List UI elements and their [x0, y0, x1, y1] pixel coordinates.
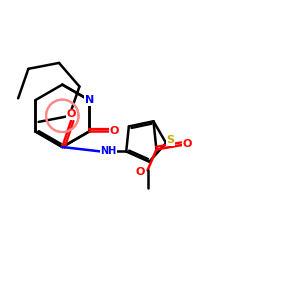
Text: N: N [85, 95, 94, 105]
Text: S: S [167, 135, 175, 145]
Text: O: O [135, 167, 145, 177]
Text: O: O [183, 139, 192, 148]
Text: O: O [110, 126, 119, 136]
Text: NH: NH [100, 146, 116, 157]
Text: O: O [67, 109, 76, 119]
